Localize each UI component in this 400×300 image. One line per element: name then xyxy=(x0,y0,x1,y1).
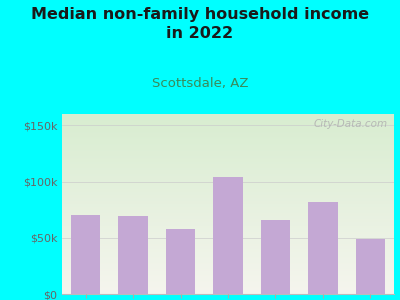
Bar xyxy=(213,177,243,294)
Bar xyxy=(356,239,385,294)
Bar xyxy=(118,216,148,294)
Text: City-Data.com: City-Data.com xyxy=(313,119,387,129)
Text: Scottsdale, AZ: Scottsdale, AZ xyxy=(152,76,248,89)
Text: Median non-family household income
in 2022: Median non-family household income in 20… xyxy=(31,8,369,41)
Bar xyxy=(261,220,290,294)
Bar xyxy=(308,202,338,294)
Bar xyxy=(166,229,195,294)
Bar xyxy=(71,215,100,294)
